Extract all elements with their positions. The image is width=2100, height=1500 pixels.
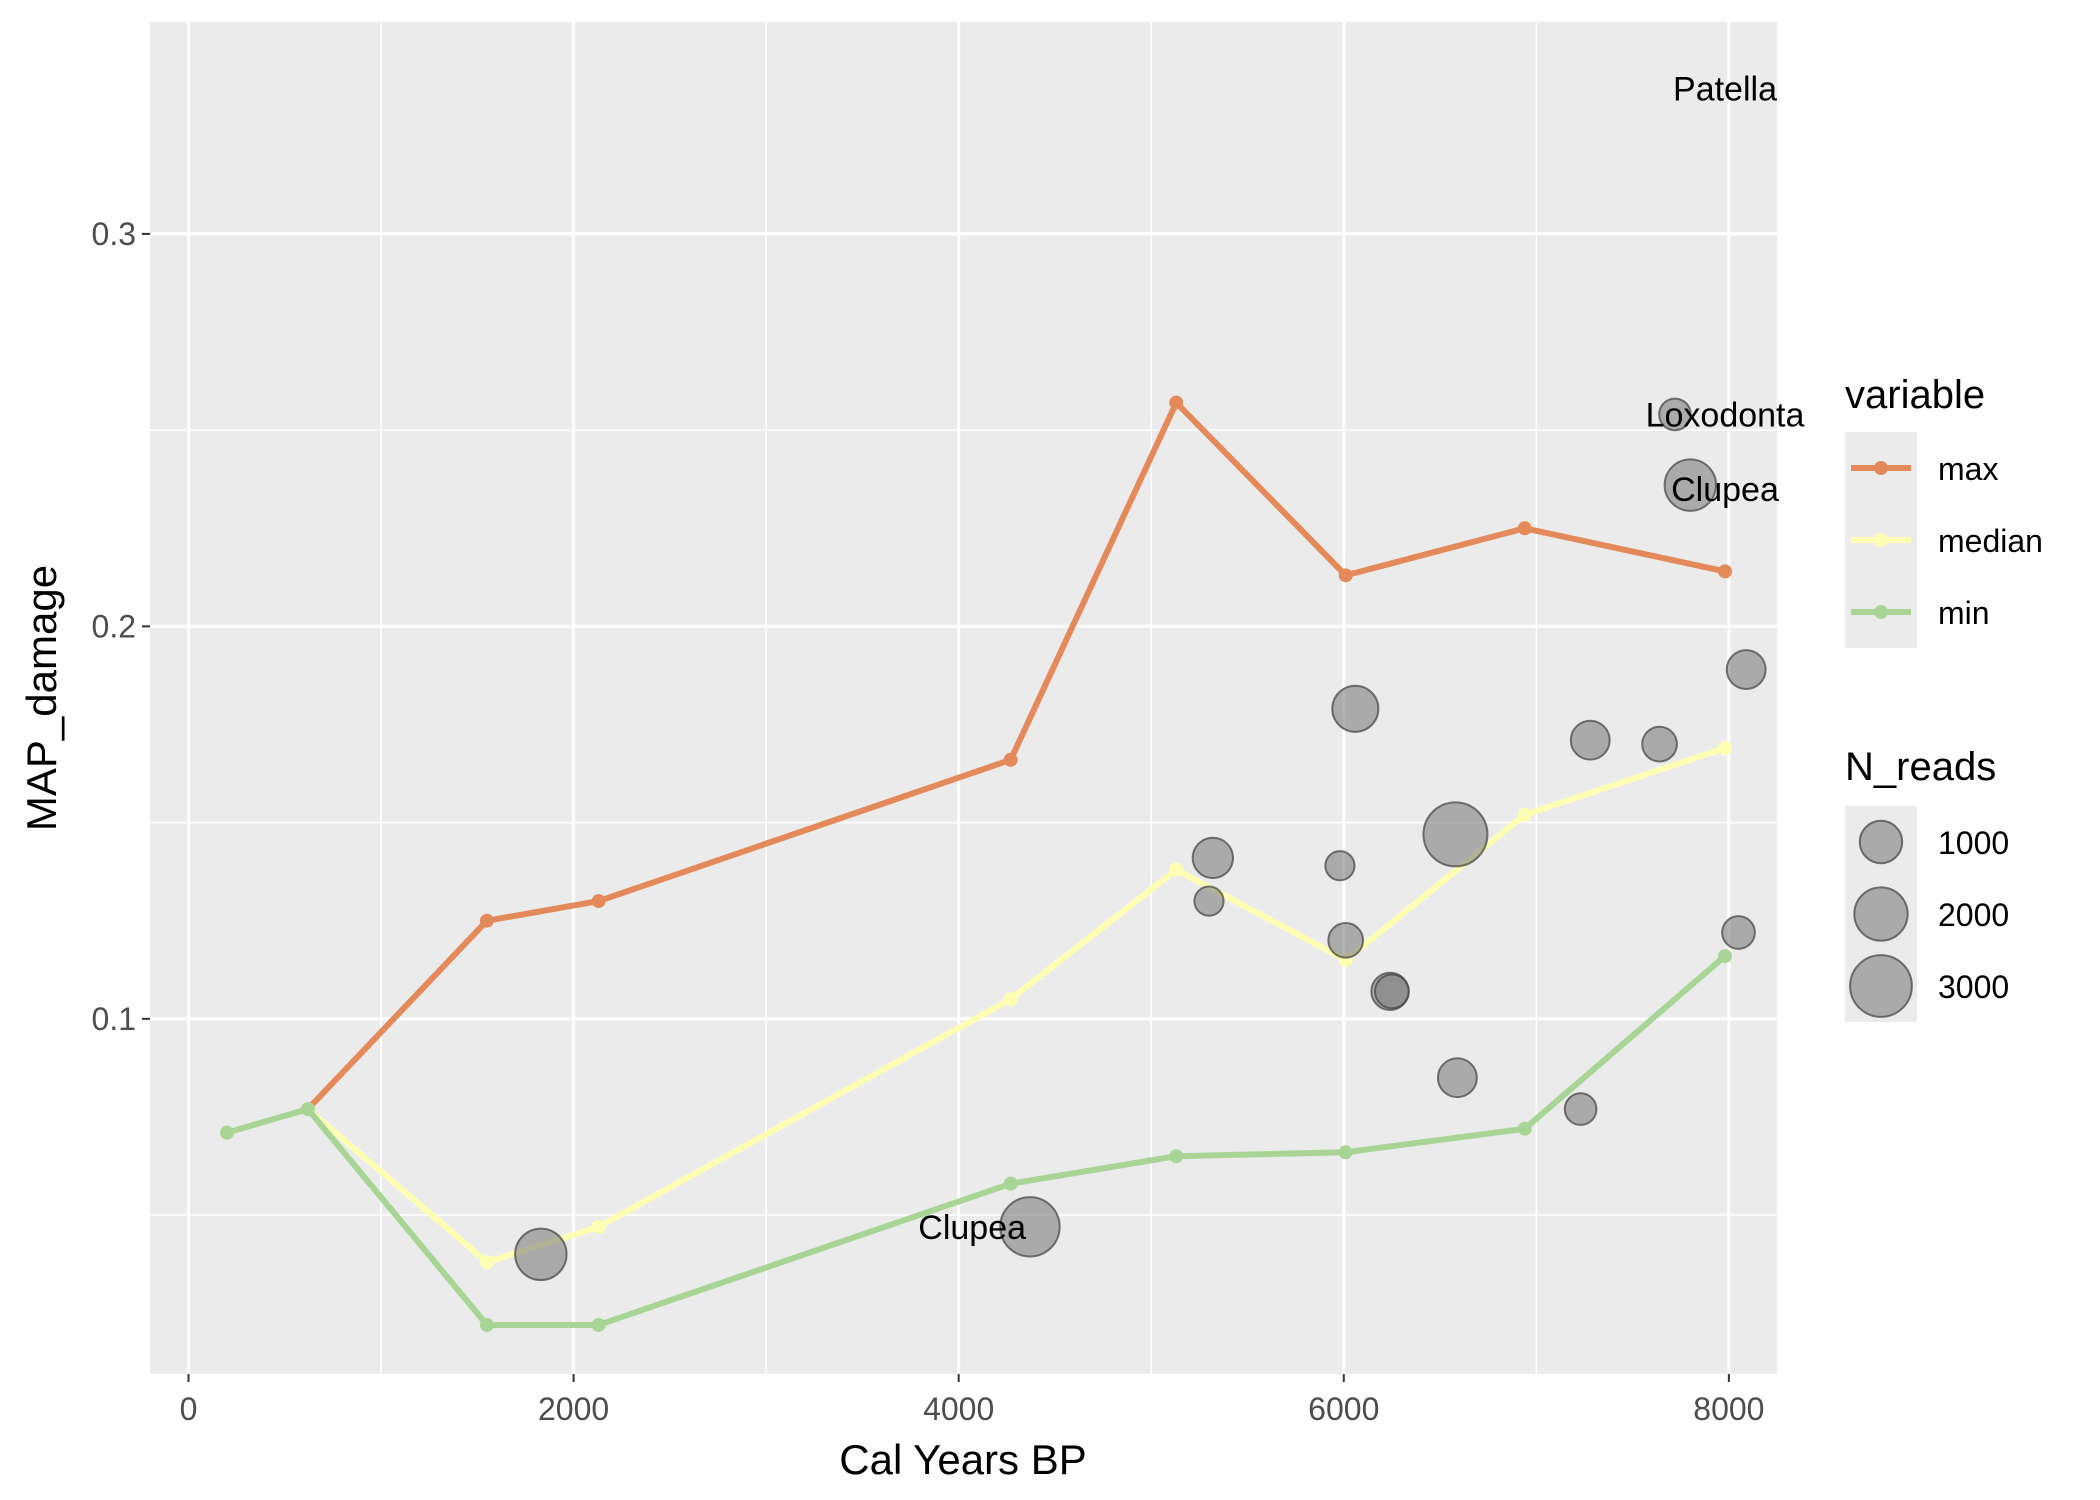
legend-size-label: 3000 [1938,969,2009,1005]
series-point-max [1338,568,1353,583]
series-point-median [1718,741,1733,756]
series-point-median [1517,807,1532,822]
series-point-max [1517,521,1532,536]
legend-label-max: max [1938,451,1998,487]
data-point [1422,801,1489,868]
grid-major [150,22,1777,1374]
data-point [1193,885,1225,917]
legend-size-key [1849,954,1913,1018]
legend-size-title: N_reads [1845,745,1996,789]
series-point-max [591,894,606,909]
series-point-min [1169,1149,1184,1164]
legend-size-label: 2000 [1938,897,2009,933]
x-tick-label: 2000 [538,1391,609,1427]
series-point-min [1338,1145,1353,1160]
data-point [1569,719,1611,761]
annotation-layer: Patella Loxodonta Clupea Clupea [918,71,1804,1247]
x-tick-label: 0 [180,1391,198,1427]
data-point [1327,921,1365,959]
data-point [1721,915,1756,950]
annotation-label: Clupea [1671,471,1779,509]
series-point-min [220,1125,235,1140]
series-point-median [591,1219,606,1234]
y-axis-label: MAP_damage [18,565,65,831]
data-point [1658,397,1692,432]
series-point-median [1169,862,1184,877]
series-point-max [1718,564,1733,579]
data-point [999,1196,1061,1258]
data-point [1725,649,1767,690]
plot-panel [150,22,1777,1374]
x-tick-label: 8000 [1693,1391,1764,1427]
data-point [514,1227,568,1282]
x-tick-label: 6000 [1308,1391,1379,1427]
data-point [1331,684,1380,733]
y-tick-label: 0.3 [92,216,136,252]
axes: 0 2000 4000 6000 8000 0.1 0.2 0.3 [92,216,1765,1427]
series-point-max [1169,395,1184,410]
series-line-median [305,745,1726,1266]
legend-variable: variable max median min [1845,373,2043,648]
legend-label-median: median [1938,523,2043,559]
data-point [1191,836,1235,880]
legend-variable-title: variable [1845,373,1985,417]
points-layer [514,397,1767,1282]
legend-size-label: 1000 [1938,825,2009,861]
series-point-max [479,913,494,928]
data-point [1324,850,1356,882]
series-point-median [1003,992,1018,1007]
series-layer [220,395,1733,1332]
legend-key-point-min [1874,605,1888,619]
annotation-label: Patella [1673,71,1777,109]
series-point-median [479,1255,494,1270]
x-axis-label: Cal Years BP [839,1436,1087,1483]
legend-label-min: min [1938,595,1990,631]
series-point-min [1517,1121,1532,1136]
grid-minor [150,22,1777,1374]
data-point [1563,1092,1598,1126]
legend-size: N_reads 1000 2000 3000 [1845,745,2009,1022]
series-point-min [591,1317,606,1332]
annotation-label: Loxodonta [1646,396,1805,434]
annotation-label: Clupea [918,1209,1026,1247]
series-point-max [1003,752,1018,767]
legend-key-point-max [1874,461,1888,475]
x-tick-label: 4000 [923,1391,994,1427]
series-point-min [1718,949,1733,964]
series-point-min [479,1317,494,1332]
series-point-min [300,1102,315,1117]
data-point [1436,1057,1478,1099]
data-point [1663,458,1718,512]
y-tick-label: 0.1 [92,1001,136,1037]
legend-key-point-median [1874,533,1888,547]
legend-size-key [1858,819,1904,865]
series-point-min [1003,1176,1018,1191]
y-tick-label: 0.2 [92,608,136,644]
legend-size-key [1853,886,1909,942]
data-point [1641,725,1678,763]
data-point [1374,973,1410,1010]
series-line-max [305,399,1726,1112]
